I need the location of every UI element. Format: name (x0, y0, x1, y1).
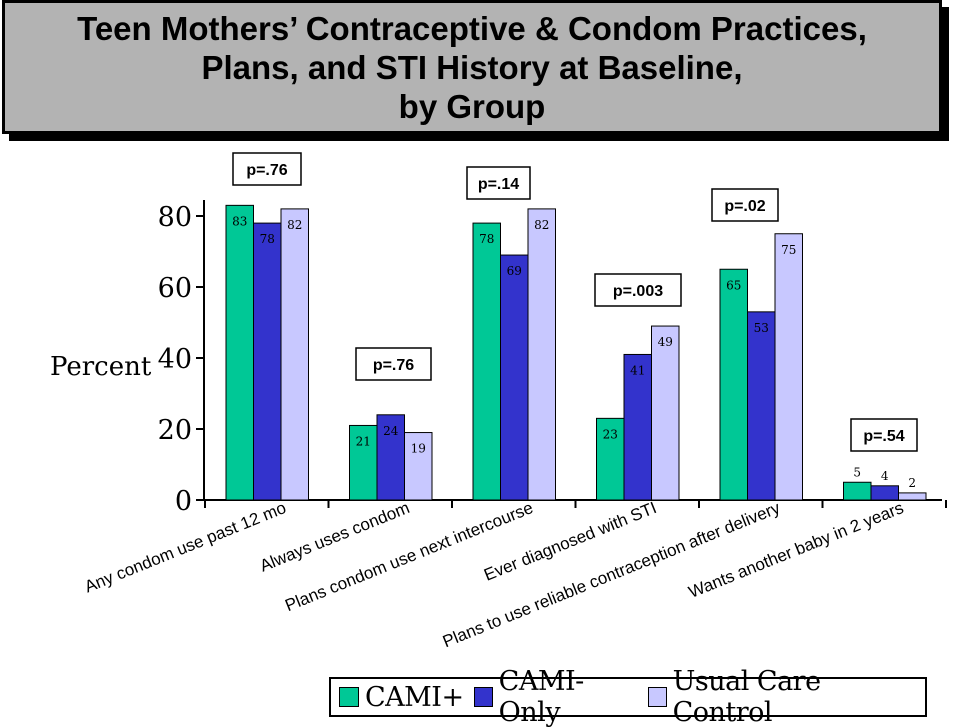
legend-label-usual-care: Usual Care Control (672, 666, 821, 728)
legend-item-usual-care: Usual Care Control (647, 666, 915, 728)
bar (500, 254, 529, 501)
legend: CAMI+ CAMI-Only Usual Care Control (329, 666, 927, 728)
p-value-label: p=.76 (246, 162, 287, 179)
data-label: 4 (881, 469, 889, 483)
data-label: 75 (781, 243, 796, 257)
bar (651, 325, 680, 501)
data-label: 78 (260, 232, 275, 246)
data-label: 82 (287, 218, 302, 232)
p-value-box (232, 152, 302, 186)
p-value-box (711, 188, 779, 222)
bar (404, 432, 433, 501)
bar (225, 204, 254, 501)
title-banner: Teen Mothers’ Contraceptive & Condom Pra… (2, 0, 942, 134)
legend-item-cami-plus: CAMI+ (339, 682, 464, 713)
p-value-box (594, 273, 682, 307)
data-label: 2 (908, 476, 916, 490)
y-tick-label: 60 (158, 273, 192, 304)
data-label: 83 (232, 214, 247, 228)
bar (280, 208, 309, 501)
chart-title-line-2: Plans, and STI History at Baseline, (201, 48, 743, 86)
data-label: 19 (411, 442, 426, 456)
p-value-box (850, 418, 918, 452)
legend-swatch-cami-plus (339, 687, 359, 707)
data-label: 78 (479, 232, 494, 246)
bar (596, 417, 625, 501)
data-label: 65 (726, 278, 741, 292)
bar (870, 485, 899, 501)
data-label: 49 (658, 335, 673, 349)
legend-swatch-usual-care (647, 687, 667, 707)
data-label: 41 (630, 363, 645, 377)
data-label: 69 (507, 264, 522, 278)
y-tick-label: 80 (158, 202, 192, 233)
y-tick-label: 0 (175, 486, 192, 517)
y-tick-label: 20 (158, 415, 192, 446)
legend-item-cami-only: CAMI-Only (473, 666, 638, 728)
p-value-label: p=.14 (478, 176, 519, 193)
bar (774, 233, 803, 501)
bar (719, 268, 748, 501)
p-value-box (466, 166, 531, 200)
x-category-label: Wants another baby in 2 years (686, 498, 906, 602)
legend-label-cami-plus: CAMI+ (365, 681, 464, 713)
y-tick-label: 40 (158, 344, 192, 375)
chart-title-line-3: by Group (398, 87, 546, 125)
data-label: 23 (603, 427, 618, 441)
bar (376, 414, 405, 501)
bar (898, 492, 927, 501)
data-label: 82 (534, 218, 549, 232)
bar (527, 208, 556, 501)
bar (253, 222, 282, 501)
p-value-label: p=.003 (613, 283, 663, 300)
data-label: 53 (754, 321, 769, 335)
p-value-label: p=.54 (863, 428, 904, 445)
bar (472, 222, 501, 501)
p-value-label: p=.76 (373, 357, 414, 374)
bar (843, 481, 872, 501)
bar (349, 424, 378, 501)
p-value-label: p=.02 (724, 198, 765, 215)
p-value-box (355, 347, 432, 381)
chart-title-line-1: Teen Mothers’ Contraceptive & Condom Pra… (77, 9, 867, 47)
bar (747, 311, 776, 501)
y-axis-label: Percent (50, 352, 152, 382)
legend-swatch-cami-only (473, 687, 493, 707)
data-label: 21 (356, 434, 371, 448)
data-label: 5 (853, 465, 861, 479)
legend-label-cami-only: CAMI-Only (498, 666, 585, 728)
data-label: 24 (383, 424, 399, 438)
